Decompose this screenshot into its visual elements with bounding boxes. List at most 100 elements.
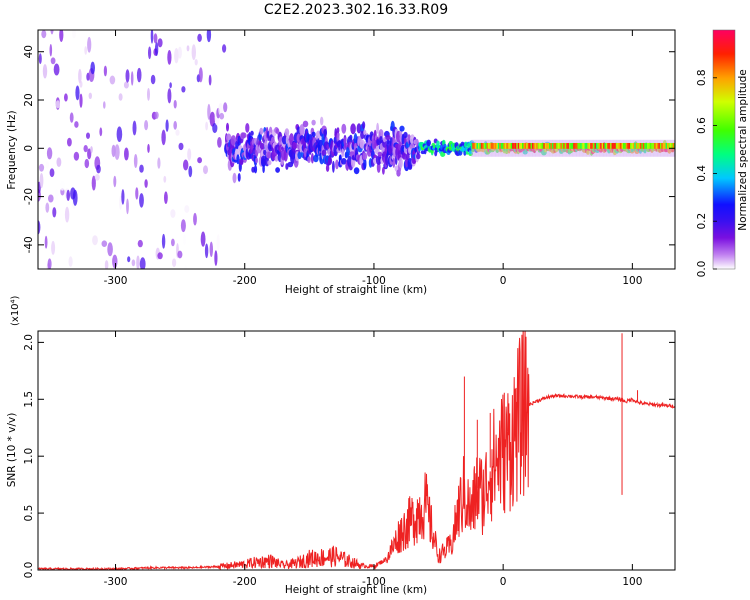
heatmap-band-core	[631, 142, 635, 149]
heatmap-band-core	[639, 142, 643, 149]
heatmap-band-core	[557, 142, 561, 149]
snr-y-tick-label: 0.5	[23, 505, 35, 522]
heatmap-band-core	[489, 142, 492, 149]
heatmap-cell	[236, 154, 240, 165]
heatmap-y-tick-label: 0	[23, 145, 35, 152]
heatmap-cell	[173, 120, 177, 130]
heatmap-band-core	[610, 142, 613, 149]
heatmap-band-core	[533, 142, 536, 149]
heatmap-band-core	[578, 142, 582, 149]
heatmap-cell	[153, 33, 158, 44]
snr-y-tick-label: 1.5	[23, 391, 35, 408]
heatmap-band-core	[566, 142, 569, 149]
heatmap-cell	[94, 174, 100, 181]
heatmap-cell	[112, 254, 118, 269]
snr-y-ticks: 0.0 0.5 1.0 1.5 2.0	[23, 334, 675, 578]
heatmap-band-core	[647, 142, 650, 149]
heatmap-cell	[214, 250, 218, 266]
heatmap-band-core	[651, 142, 654, 149]
heatmap-y-tick-label: -20	[23, 188, 35, 205]
heatmap-band-core	[546, 142, 549, 149]
heatmap-band-core	[637, 142, 640, 149]
heatmap-cell	[204, 243, 209, 259]
heatmap-cell	[310, 153, 314, 164]
heatmap-cell	[163, 175, 167, 183]
heatmap-band-core	[622, 142, 626, 149]
heatmap-y-ticks: -40 -20 0 20 40	[23, 45, 675, 253]
heatmap-cell	[217, 137, 222, 148]
heatmap-band-core	[618, 142, 622, 149]
heatmap-cell	[416, 153, 421, 160]
colorbar-tick-label: 0.6	[696, 117, 708, 134]
heatmap-x-tick-label: -200	[233, 275, 257, 287]
heatmap-cell	[259, 127, 264, 135]
heatmap-cell	[643, 149, 647, 154]
heatmap-band-core	[482, 142, 485, 149]
heatmap-cell	[38, 163, 45, 172]
heatmap-band-core	[524, 142, 528, 149]
heatmap-cell	[292, 141, 298, 149]
heatmap-cell	[183, 234, 186, 246]
heatmap-cell	[275, 167, 280, 173]
heatmap-cell	[237, 173, 241, 182]
heatmap-cell	[86, 132, 90, 139]
heatmap-cell	[586, 149, 590, 155]
heatmap-cell	[157, 252, 163, 260]
heatmap-cell	[133, 154, 138, 168]
heatmap-cell	[107, 242, 113, 257]
heatmap-cell	[376, 162, 381, 173]
heatmap-cell	[245, 123, 250, 133]
heatmap-cell	[436, 140, 440, 146]
heatmap-cell	[66, 189, 70, 201]
heatmap-band-core	[497, 142, 501, 149]
heatmap-band-core	[541, 142, 545, 149]
heatmap-band-core	[520, 142, 524, 149]
heatmap-band-core	[644, 142, 647, 149]
heatmap-cell	[184, 205, 190, 213]
heatmap-cell	[327, 156, 333, 166]
snr-x-ticks: -300 -200 -100 0 100	[104, 331, 642, 588]
heatmap-band-core	[539, 142, 542, 149]
heatmap-band-core	[472, 142, 475, 149]
heatmap-cell	[187, 148, 192, 161]
heatmap-cell	[299, 124, 305, 136]
heatmap-cell	[84, 46, 88, 55]
heatmap-band-core	[620, 142, 623, 149]
heatmap-band-core	[590, 142, 593, 149]
heatmap-cell	[221, 152, 227, 159]
heatmap-cell	[353, 133, 358, 145]
heatmap-cell	[321, 149, 327, 157]
heatmap-cell	[362, 152, 368, 160]
heatmap-cell	[255, 157, 258, 164]
heatmap-cell	[39, 173, 44, 189]
heatmap-cell	[144, 120, 149, 131]
heatmap-cell	[181, 86, 186, 93]
heatmap-band-core	[490, 142, 494, 149]
heatmap-band-core	[615, 142, 619, 149]
heatmap-cell	[118, 93, 123, 101]
colorbar-tick-label: 0.2	[696, 213, 708, 230]
heatmap-band-core	[509, 142, 512, 149]
snr-x-label: Height of straight line (km)	[285, 584, 427, 596]
heatmap-band-core	[655, 142, 659, 149]
heatmap-band-core	[600, 142, 603, 149]
heatmap-cell	[45, 161, 49, 169]
snr-noise	[463, 333, 639, 495]
heatmap-cell	[250, 130, 254, 136]
heatmap-cell	[362, 121, 366, 130]
heatmap-cell	[336, 127, 340, 134]
heatmap-band-core	[583, 142, 586, 149]
heatmap-band-core	[554, 142, 558, 149]
heatmap-cell	[147, 88, 150, 101]
heatmap-cell	[349, 134, 353, 141]
heatmap-cell	[341, 148, 345, 158]
heatmap-cell	[136, 67, 142, 83]
snr-panel: -300 -200 -100 0 100 0.0 0.5 1.0 1.5 2.0 Height …	[6, 295, 676, 596]
heatmap-cell	[382, 166, 385, 175]
heatmap-cell	[226, 122, 229, 132]
heatmap-band-core	[564, 142, 568, 149]
heatmap-cell	[127, 256, 131, 263]
heatmap-cell	[377, 151, 383, 157]
heatmap-cell	[125, 69, 130, 83]
heatmap-cell	[401, 152, 407, 160]
